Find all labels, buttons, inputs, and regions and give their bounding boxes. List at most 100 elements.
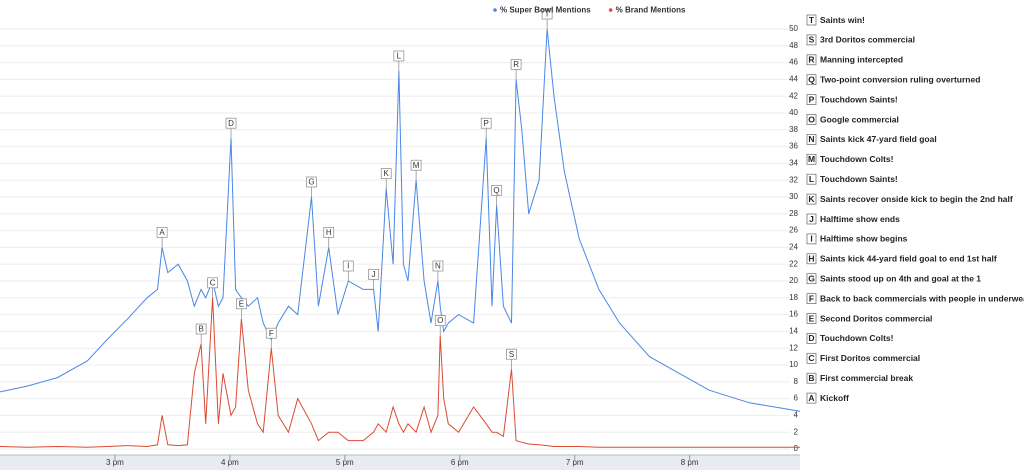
- event-letter: I: [810, 234, 812, 244]
- flag-box: [506, 348, 517, 360]
- flag-box: [434, 315, 446, 326]
- event-box: [806, 253, 817, 265]
- event-box: [806, 153, 817, 165]
- event-letter: A: [808, 393, 814, 403]
- event-text: Touchdown Saints!: [820, 94, 898, 104]
- flag-letter: J: [372, 270, 376, 279]
- y-tick-label: 36: [789, 142, 798, 151]
- event-letter: N: [808, 134, 814, 144]
- y-tick-label: 16: [789, 310, 798, 319]
- event-box: [806, 54, 817, 66]
- event-box: [806, 313, 817, 324]
- flag-letter: C: [210, 278, 216, 287]
- flag-letter: N: [435, 262, 441, 271]
- event-box: [806, 352, 817, 364]
- event-box: [806, 333, 817, 344]
- event-letter: B: [808, 373, 814, 383]
- event-letter: D: [808, 333, 814, 343]
- flag-letter: E: [239, 299, 244, 308]
- y-tick-label: 44: [789, 75, 798, 84]
- event-text: Touchdown Saints!: [820, 174, 898, 184]
- flag-box: [342, 260, 354, 272]
- flag-box: [510, 59, 522, 70]
- flag-letter: G: [308, 178, 314, 187]
- flag-letter: P: [484, 119, 489, 128]
- event-letter: F: [809, 293, 814, 303]
- flag-letter: K: [384, 169, 390, 178]
- y-tick-label: 42: [789, 91, 798, 100]
- legend-label: % Super Bowl Mentions: [500, 6, 591, 15]
- event-box: [806, 293, 817, 304]
- event-text: Second Doritos commercial: [820, 313, 932, 323]
- event-letter: J: [809, 214, 814, 224]
- flag-letter: R: [513, 60, 519, 69]
- event-text: Google commercial: [820, 114, 899, 124]
- flag-box: [491, 185, 502, 196]
- event-text: Saints recover onside kick to begin the …: [820, 194, 1013, 204]
- event-box: [806, 14, 817, 26]
- y-tick-label: 40: [789, 108, 798, 117]
- flag-box: [541, 8, 553, 20]
- flag-box: [265, 327, 277, 339]
- event-letter: C: [808, 353, 814, 363]
- y-tick-label: 30: [789, 192, 798, 201]
- event-text: First Doritos commercial: [820, 353, 920, 363]
- flag-letter: T: [545, 10, 550, 19]
- event-letter: H: [808, 254, 814, 264]
- event-letter: R: [808, 55, 814, 65]
- event-box: [806, 193, 817, 205]
- flag-box: [410, 159, 422, 171]
- event-text: Touchdown Colts!: [820, 333, 894, 343]
- x-tick-label: 7 pm: [566, 458, 584, 467]
- y-tick-label: 12: [789, 343, 798, 352]
- flag-letter: F: [269, 329, 274, 338]
- event-letter: E: [809, 313, 815, 323]
- flag-box: [225, 117, 237, 129]
- y-tick-label: 34: [789, 159, 798, 168]
- event-text: 3rd Doritos commercial: [820, 35, 915, 45]
- flag-box: [323, 227, 335, 238]
- y-tick-label: 28: [789, 209, 798, 218]
- flag-letter: O: [437, 316, 443, 325]
- event-box: [806, 114, 817, 125]
- event-text: Saints stood up on 4th and goal at the 1: [820, 273, 981, 283]
- event-box: [806, 173, 817, 185]
- y-tick-label: 4: [794, 411, 799, 420]
- event-letter: K: [808, 194, 815, 204]
- y-tick-label: 46: [789, 58, 798, 67]
- flag-letter: H: [326, 228, 332, 237]
- legend-marker: [608, 8, 613, 12]
- event-letter: M: [808, 154, 815, 164]
- event-text: Saints kick 44-yard field goal to end 1s…: [820, 254, 997, 264]
- event-letter: L: [809, 174, 814, 184]
- flag-letter: A: [159, 228, 165, 237]
- flag-box: [480, 117, 492, 129]
- flag-box: [207, 277, 218, 289]
- x-axis-band: [0, 455, 800, 470]
- event-letter: P: [809, 94, 815, 104]
- y-tick-label: 32: [789, 175, 798, 184]
- event-text: Kickoff: [820, 393, 849, 403]
- flag-letter: Q: [493, 186, 499, 195]
- x-tick-label: 3 pm: [106, 458, 124, 467]
- flag-letter: B: [198, 325, 203, 334]
- event-box: [806, 134, 817, 145]
- event-letter: O: [808, 114, 815, 124]
- y-tick-label: 0: [794, 444, 799, 453]
- event-text: Touchdown Colts!: [820, 154, 894, 164]
- x-tick-label: 4 pm: [221, 458, 239, 467]
- series-line: [0, 297, 800, 448]
- event-text: First commercial break: [820, 373, 913, 383]
- event-box: [806, 273, 817, 285]
- event-text: Saints win!: [820, 15, 865, 25]
- event-text: Two-point conversion ruling overturned: [820, 74, 980, 84]
- event-box: [806, 34, 817, 46]
- y-tick-label: 38: [789, 125, 798, 134]
- y-tick-label: 6: [794, 394, 799, 403]
- flag-box: [236, 298, 247, 310]
- flag-letter: D: [228, 119, 234, 128]
- event-box: [806, 94, 817, 105]
- legend-label: % Brand Mentions: [616, 6, 686, 15]
- event-letter: S: [809, 35, 815, 45]
